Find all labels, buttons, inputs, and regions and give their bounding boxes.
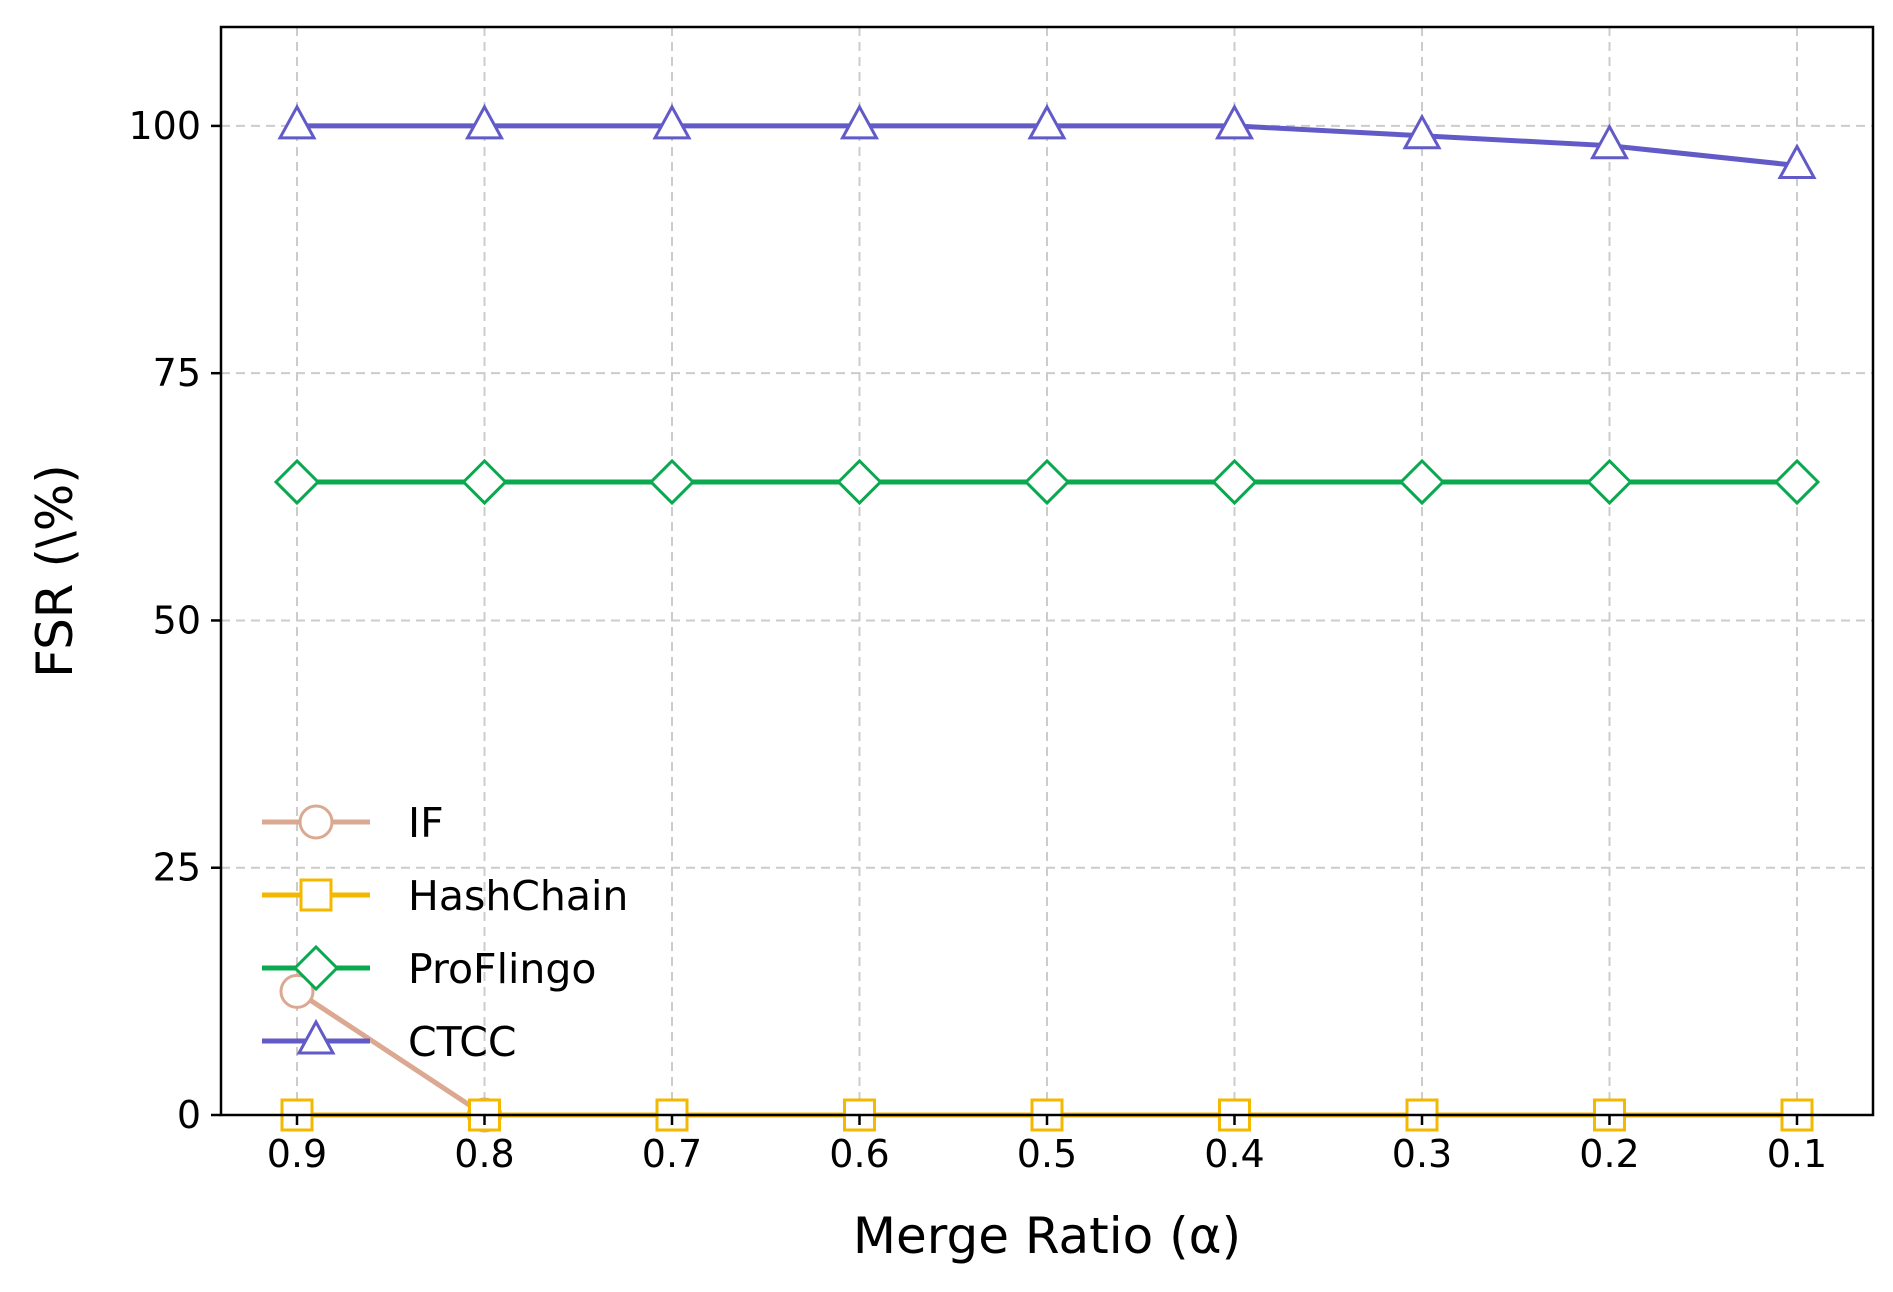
data-point-marker: [273, 458, 321, 506]
legend-label: CTCC: [408, 1018, 517, 1066]
data-point-marker: [1586, 458, 1633, 506]
x-tick-label: 0.5: [1017, 1132, 1077, 1176]
legend-item: ProFlingo: [262, 944, 597, 993]
data-point-marker: [1214, 103, 1255, 140]
data-point-marker: [1023, 458, 1071, 506]
data-point-marker: [1398, 458, 1446, 506]
y-tick-label: 0: [177, 1093, 201, 1137]
x-tick-label: 0.6: [829, 1132, 889, 1176]
x-tick-label: 0.1: [1767, 1132, 1827, 1176]
legend-marker: [299, 878, 333, 912]
x-tick-label: 0.7: [642, 1132, 702, 1176]
x-tick-label: 0.2: [1579, 1132, 1639, 1176]
x-tick-label: 0.3: [1392, 1132, 1452, 1176]
data-point-marker: [648, 458, 696, 506]
data-point-marker: [652, 103, 692, 140]
data-point-marker: [836, 458, 883, 506]
x-tick-label: 0.9: [267, 1132, 327, 1176]
legend-item: CTCC: [262, 1018, 517, 1066]
legend-marker: [298, 804, 334, 840]
y-tick-label: 75: [153, 351, 201, 395]
data-point-marker: [1777, 143, 1817, 179]
data-point-marker: [839, 103, 880, 140]
data-point-marker: [464, 103, 505, 140]
data-point-marker: [461, 458, 508, 506]
data-point-marker: [1402, 113, 1442, 150]
legend-label: ProFlingo: [408, 945, 597, 993]
data-point-marker: [1589, 123, 1630, 160]
x-tick-label: 0.4: [1204, 1132, 1264, 1176]
x-tick-label: 0.8: [454, 1132, 514, 1176]
series-proflingo: [273, 458, 1821, 506]
data-point-marker: [1027, 103, 1067, 140]
x-axis: 0.9 0.8 0.7 0.6 0.5 0.4 0.3 0.2 0.1: [267, 1115, 1827, 1176]
series-ctcc: [277, 103, 1817, 179]
data-point-marker: [277, 103, 317, 140]
data-point-marker: [279, 973, 315, 1009]
data-point-marker: [1211, 458, 1258, 506]
y-tick-label: 25: [153, 846, 201, 890]
series-line: [295, 989, 486, 1118]
legend-marker: [292, 944, 340, 992]
legend-marker: [296, 1018, 336, 1055]
y-axis: 0 25 50 75 100: [128, 104, 221, 1137]
y-axis-title: FSR (\%): [26, 464, 84, 678]
legend: IF HashChain ProFlingo CTCC: [262, 799, 628, 1066]
y-tick-label: 100: [128, 104, 201, 148]
legend-item: IF: [262, 799, 444, 847]
data-point-marker: [1773, 458, 1821, 506]
legend-item: HashChain: [262, 872, 628, 920]
x-axis-title: Merge Ratio (α): [853, 1207, 1241, 1265]
legend-label: IF: [408, 799, 444, 847]
y-tick-label: 50: [153, 598, 201, 642]
legend-label: HashChain: [408, 872, 628, 920]
